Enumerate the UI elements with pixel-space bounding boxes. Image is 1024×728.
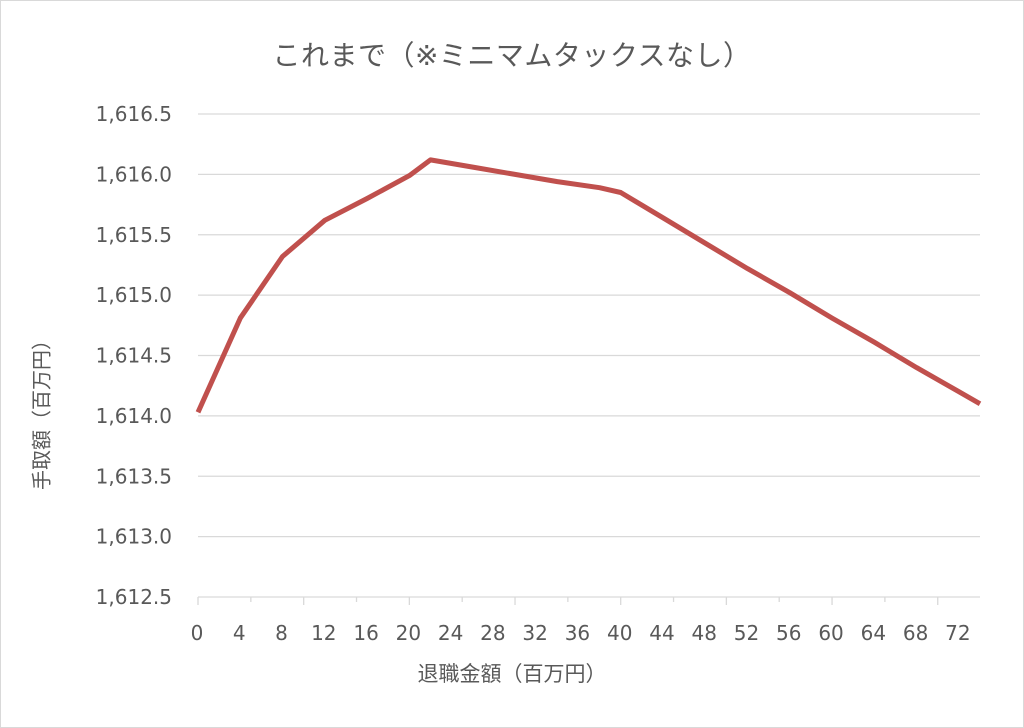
x-axis-ticks: 0 4 8 12 16 20 24 28 32 36 40 44 48 52 56 60 64 68 72 xyxy=(191,621,971,645)
y-tick-label: 1,613.0 xyxy=(96,525,172,549)
y-tick-label: 1,615.5 xyxy=(96,223,172,247)
x-tick-label: 44 xyxy=(649,621,674,645)
x-tick-label: 4 xyxy=(233,621,246,645)
x-tick-label: 24 xyxy=(438,621,463,645)
chart-title: これまで（※ミニマムタックスなし） xyxy=(272,39,752,72)
x-tick-label: 36 xyxy=(565,621,590,645)
x-tick-label: 56 xyxy=(776,621,801,645)
x-tick-label: 20 xyxy=(396,621,421,645)
y-tick-label: 1,613.5 xyxy=(96,464,172,488)
y-axis-ticks: 1,616.5 1,616.0 1,615.5 1,615.0 1,614.5 1,614… xyxy=(96,102,172,609)
y-tick-label: 1,614.5 xyxy=(96,344,172,368)
x-tick-label: 64 xyxy=(861,621,886,645)
y-tick-label: 1,614.0 xyxy=(96,404,172,428)
x-tick-label: 40 xyxy=(607,621,632,645)
y-tick-label: 1,612.5 xyxy=(96,585,172,609)
x-tick-label: 28 xyxy=(480,621,505,645)
x-axis-label: 退職金額（百万円） xyxy=(417,662,607,686)
x-tick-label: 12 xyxy=(311,621,336,645)
x-tick-label: 48 xyxy=(692,621,717,645)
x-tick-label: 68 xyxy=(903,621,928,645)
data-line xyxy=(195,157,982,414)
x-axis xyxy=(197,596,980,605)
x-tick-label: 52 xyxy=(734,621,759,645)
y-tick-label: 1,616.5 xyxy=(96,102,172,126)
x-tick-label: 16 xyxy=(353,621,378,645)
x-tick-label: 72 xyxy=(945,621,970,645)
x-tick-label: 60 xyxy=(818,621,843,645)
y-tick-label: 1,615.0 xyxy=(96,283,172,307)
y-tick-label: 1,616.0 xyxy=(96,162,172,186)
x-tick-label: 8 xyxy=(275,621,288,645)
x-tick-label: 0 xyxy=(191,621,204,645)
gridlines xyxy=(198,113,980,538)
x-tick-label: 32 xyxy=(522,621,547,645)
